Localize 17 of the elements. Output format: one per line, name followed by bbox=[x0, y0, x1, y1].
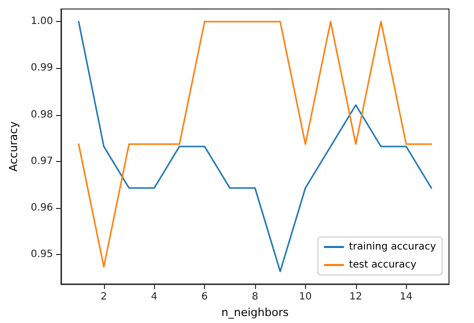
x-tick-label: 14 bbox=[400, 292, 413, 302]
legend-label: test accuracy bbox=[348, 260, 417, 270]
x-tick-label: 2 bbox=[100, 292, 108, 302]
y-tick-label: 0.96 bbox=[30, 202, 53, 214]
x-tick-label: 10 bbox=[299, 292, 312, 302]
legend-label: training accuracy bbox=[348, 242, 436, 252]
x-tick-label: 8 bbox=[252, 292, 258, 302]
x-axis-title: n_neighbors bbox=[221, 306, 289, 319]
y-tick-label: 0.97 bbox=[30, 156, 53, 167]
y-tick-label: 0.98 bbox=[30, 109, 53, 120]
y-tick-label: 0.99 bbox=[30, 62, 53, 74]
y-tick-label: 1.00 bbox=[30, 16, 53, 28]
x-tick-label: 4 bbox=[151, 292, 158, 302]
x-tick-label: 12 bbox=[349, 292, 362, 302]
y-tick-label: 0.95 bbox=[30, 249, 53, 260]
y-axis-title: Accuracy bbox=[7, 120, 20, 172]
x-tick-label: 6 bbox=[201, 292, 208, 302]
